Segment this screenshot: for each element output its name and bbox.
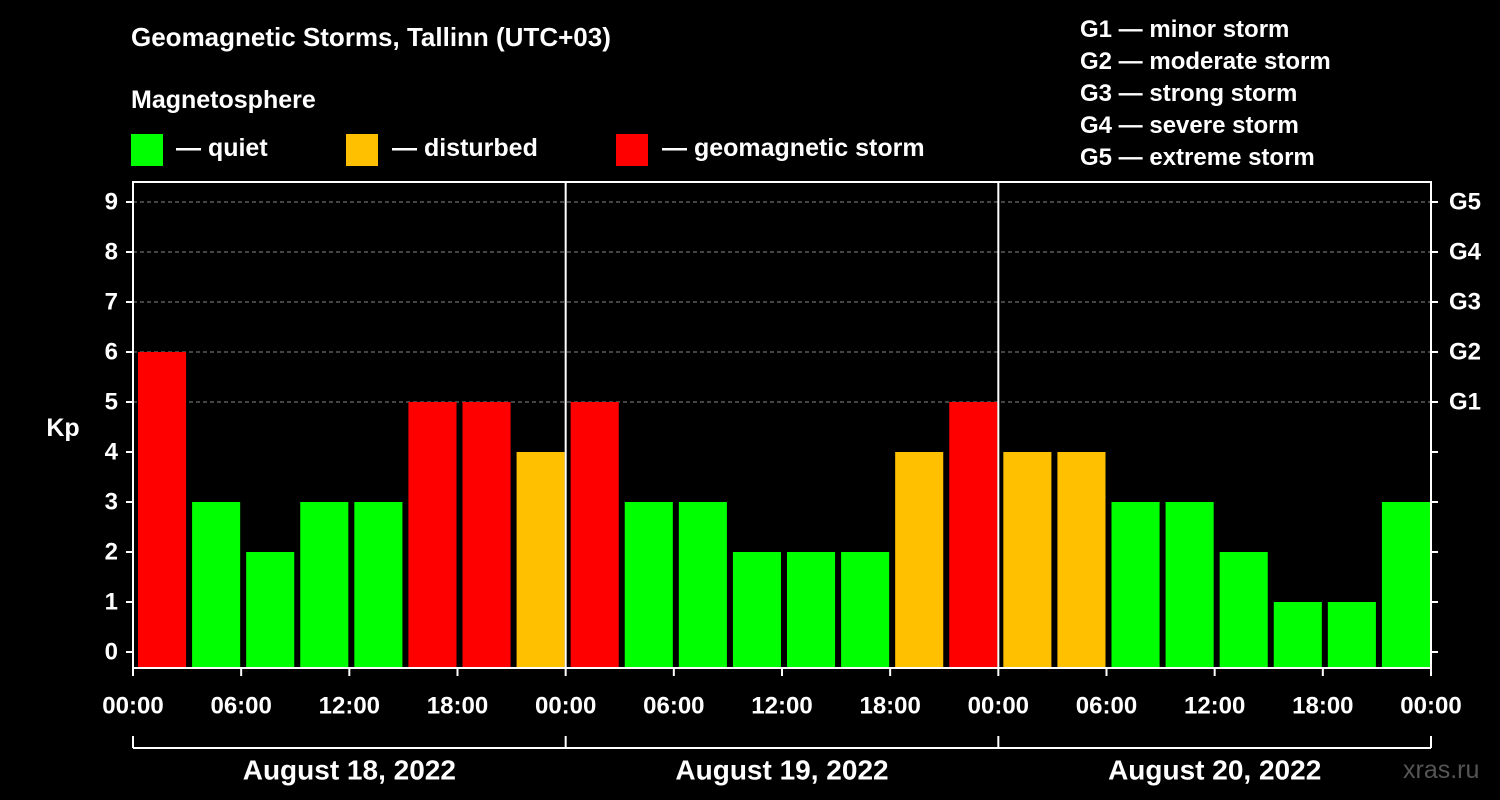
kp-bar (841, 552, 890, 668)
kp-bar (1165, 502, 1214, 668)
kp-bar (570, 402, 619, 668)
x-tick-label: 00:00 (102, 693, 163, 720)
kp-bar (1057, 452, 1106, 668)
legend-swatch-storm (616, 134, 648, 166)
kp-bar (732, 552, 781, 668)
legend-label-storm: — geomagnetic storm (662, 134, 925, 162)
kp-bar (678, 502, 727, 668)
g-scale-label: G4 (1449, 239, 1482, 266)
y-tick-label: 4 (105, 439, 119, 466)
storm-scale-g2: G2 — moderate storm (1080, 48, 1331, 75)
legend-swatch-quiet (131, 134, 163, 166)
x-tick-label: 06:00 (210, 693, 271, 720)
g-scale-label: G5 (1449, 189, 1481, 216)
kp-bar (1273, 602, 1322, 668)
chart-title: Geomagnetic Storms, Tallinn (UTC+03) (131, 22, 611, 52)
kp-bar (787, 552, 836, 668)
kp-bar (1111, 502, 1160, 668)
y-tick-label: 8 (105, 239, 118, 266)
y-axis-label: Kp (46, 414, 79, 442)
day-label: August 19, 2022 (675, 755, 888, 786)
y-tick-label: 7 (105, 289, 118, 316)
day-label: August 18, 2022 (243, 755, 456, 786)
y-tick-label: 9 (105, 189, 118, 216)
x-tick-label: 18:00 (859, 693, 920, 720)
x-tick-label: 00:00 (968, 693, 1029, 720)
storm-scale-g1: G1 — minor storm (1080, 16, 1290, 43)
kp-bar (408, 402, 457, 668)
y-tick-label: 3 (105, 489, 118, 516)
x-tick-label: 06:00 (1076, 693, 1137, 720)
kp-bar (246, 552, 295, 668)
kp-bar (949, 402, 998, 668)
kp-bar (895, 452, 944, 668)
storm-scale-list: G1 — minor storm G2 — moderate storm G3 … (1080, 14, 1331, 174)
chart-subtitle: Magnetosphere (131, 86, 316, 114)
storm-scale-g4: G4 — severe storm (1080, 112, 1299, 139)
kp-bar (462, 402, 511, 668)
legend-swatch-disturbed (346, 134, 378, 166)
kp-bar (192, 502, 241, 668)
storm-scale-g5: G5 — extreme storm (1080, 144, 1315, 171)
kp-bar (138, 352, 187, 668)
kp-bar (1327, 602, 1376, 668)
kp-bar (1219, 552, 1268, 668)
y-tick-label: 2 (105, 539, 118, 566)
y-tick-label: 5 (105, 389, 118, 416)
y-tick-label: 1 (105, 589, 118, 616)
g-scale-label: G2 (1449, 339, 1481, 366)
x-tick-label: 12:00 (1184, 693, 1245, 720)
kp-bar (1003, 452, 1052, 668)
x-tick-label: 12:00 (751, 693, 812, 720)
x-tick-label: 12:00 (319, 693, 380, 720)
x-tick-label: 18:00 (427, 693, 488, 720)
watermark: xras.ru (1403, 756, 1480, 784)
x-tick-label: 00:00 (1400, 693, 1461, 720)
kp-bar (516, 452, 565, 668)
kp-bar (354, 502, 403, 668)
legend-label-quiet: — quiet (176, 134, 268, 162)
x-tick-label: 06:00 (643, 693, 704, 720)
storm-scale-g3: G3 — strong storm (1080, 80, 1298, 107)
kp-bar (1381, 502, 1430, 668)
kp-bar (624, 502, 673, 668)
y-tick-label: 0 (105, 639, 118, 666)
g-scale-label: G3 (1449, 289, 1481, 316)
day-label: August 20, 2022 (1108, 755, 1321, 786)
legend-label-disturbed: — disturbed (392, 134, 538, 162)
g-scale-label: G1 (1449, 389, 1481, 416)
kp-bar (300, 502, 349, 668)
x-tick-label: 18:00 (1292, 693, 1353, 720)
y-tick-label: 6 (105, 339, 118, 366)
x-tick-label: 00:00 (535, 693, 596, 720)
